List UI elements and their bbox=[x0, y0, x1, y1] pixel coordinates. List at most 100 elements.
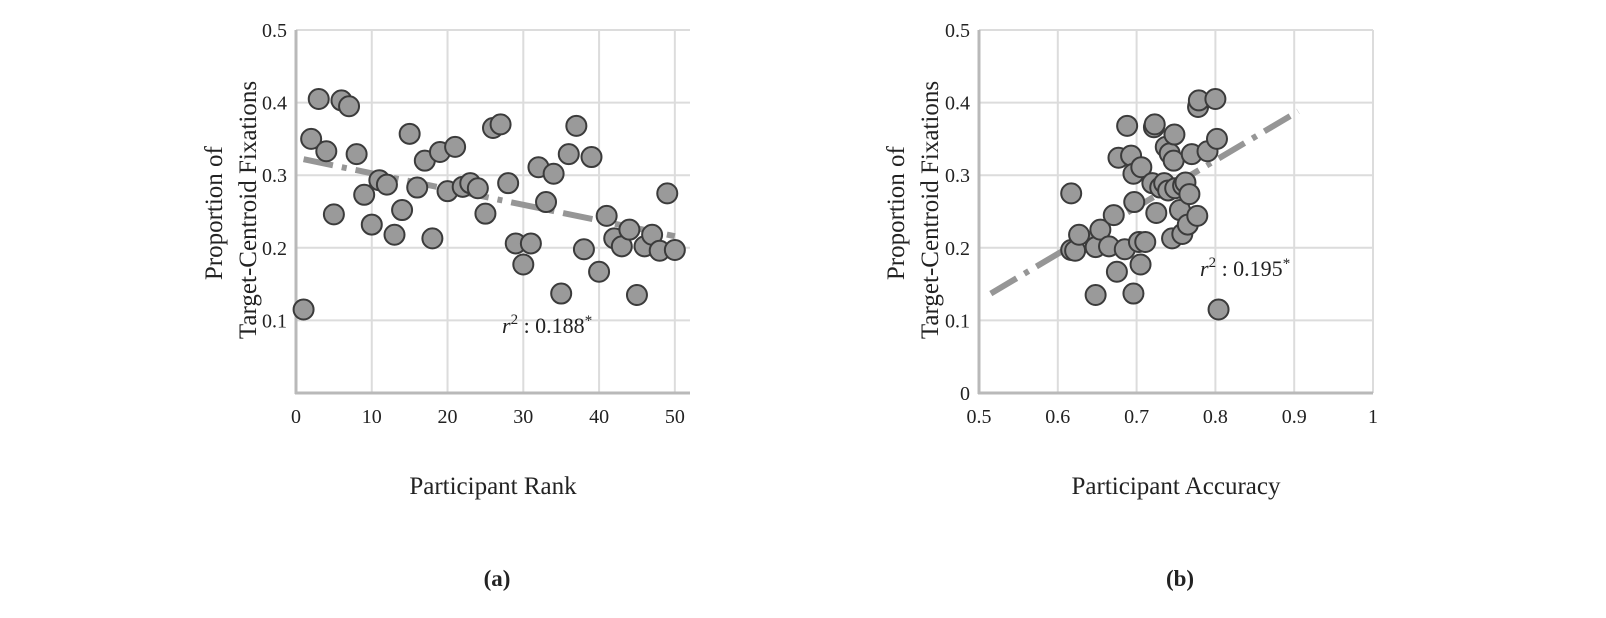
data-point bbox=[322, 203, 345, 226]
x-tick-label: 0.5 bbox=[967, 406, 992, 428]
data-point bbox=[383, 223, 406, 246]
data-point bbox=[557, 143, 580, 166]
data-point bbox=[1068, 223, 1091, 246]
data-points bbox=[292, 87, 686, 321]
data-point bbox=[663, 238, 686, 261]
y-tick-label: 0.3 bbox=[945, 165, 970, 187]
y-tick-label: 0.5 bbox=[945, 20, 970, 42]
chart-panel-b: 0.5 0.6 0.7 0.8 0.9 1 0 0.1 0.2 0.3 0.4 0.5 Partici… bbox=[883, 20, 1378, 591]
y-tick-label: 0.2 bbox=[262, 238, 287, 260]
data-point bbox=[572, 238, 595, 261]
y-tick-label: 0.2 bbox=[945, 238, 970, 260]
data-point bbox=[315, 140, 338, 163]
x-tick-label: 0.9 bbox=[1282, 406, 1307, 428]
data-point bbox=[474, 202, 497, 225]
data-point bbox=[497, 172, 520, 195]
data-point bbox=[512, 253, 535, 276]
y-tick-label: 0.3 bbox=[262, 165, 287, 187]
x-tick-label: 0 bbox=[291, 406, 301, 428]
y-tick-label: 0.5 bbox=[262, 20, 287, 42]
data-point bbox=[1130, 156, 1153, 179]
tick-labels: 0.5 0.6 0.7 0.8 0.9 1 0 0.1 0.2 0.3 0.4 0.5 bbox=[945, 20, 1378, 428]
y-tick-label: 0.1 bbox=[945, 310, 970, 332]
r-squared-annotation: r2 : 0.195* bbox=[1200, 255, 1290, 281]
data-point bbox=[1122, 282, 1145, 305]
r-squared-value: : 0.188 bbox=[518, 313, 585, 338]
data-point bbox=[535, 191, 558, 214]
gridlines bbox=[296, 29, 690, 393]
data-point bbox=[375, 173, 398, 196]
x-tick-label: 30 bbox=[513, 406, 533, 428]
data-point bbox=[550, 282, 573, 305]
x-tick-label: 50 bbox=[665, 406, 685, 428]
r-squared-value: : 0.195 bbox=[1216, 256, 1283, 281]
axes bbox=[294, 30, 690, 395]
y-axis-title-line-2: Target-Centroid Fixations bbox=[917, 81, 944, 339]
x-axis-title: Participant Accuracy bbox=[1072, 473, 1281, 500]
data-point bbox=[391, 199, 414, 222]
data-point bbox=[360, 213, 383, 236]
x-tick-label: 1 bbox=[1368, 406, 1378, 428]
r-exponent: 2 bbox=[1209, 255, 1217, 271]
y-tick-label: 0.1 bbox=[262, 310, 287, 332]
y-axis-title: Proportion of Target-Centroid Fixations bbox=[883, 81, 944, 339]
data-point bbox=[542, 162, 565, 185]
data-point bbox=[345, 143, 368, 166]
y-axis-title-line-2: Target-Centroid Fixations bbox=[235, 81, 262, 339]
x-tick-label: 10 bbox=[362, 406, 382, 428]
data-point bbox=[353, 183, 376, 206]
y-axis-title-line-1: Proportion of bbox=[883, 145, 910, 280]
tick-labels: 0 10 20 30 40 50 0.1 0.2 0.3 0.4 0.5 bbox=[262, 20, 685, 428]
data-point bbox=[595, 204, 618, 227]
significance-mark: * bbox=[585, 313, 593, 329]
x-tick-label: 0.6 bbox=[1045, 406, 1070, 428]
data-point bbox=[1207, 298, 1230, 321]
y-tick-label: 0 bbox=[960, 383, 970, 405]
data-point bbox=[1105, 260, 1128, 283]
r-exponent: 2 bbox=[511, 312, 519, 328]
axes bbox=[977, 30, 1373, 395]
data-point bbox=[1145, 201, 1168, 224]
x-tick-label: 0.7 bbox=[1124, 406, 1149, 428]
data-point bbox=[406, 176, 429, 199]
significance-mark: * bbox=[1283, 256, 1291, 272]
data-point bbox=[1134, 230, 1157, 253]
data-point bbox=[421, 227, 444, 250]
data-point bbox=[1129, 253, 1152, 276]
y-axis-title: Proportion of Target-Centroid Fixations bbox=[201, 81, 262, 339]
data-point bbox=[1143, 113, 1166, 136]
data-point bbox=[307, 87, 330, 110]
data-point bbox=[466, 177, 489, 200]
data-point bbox=[588, 260, 611, 283]
x-tick-label: 40 bbox=[589, 406, 609, 428]
data-point bbox=[398, 122, 421, 145]
trendline bbox=[302, 156, 676, 240]
panel-caption: (b) bbox=[1166, 566, 1194, 591]
data-point bbox=[300, 127, 323, 150]
data-point bbox=[656, 182, 679, 205]
data-point bbox=[292, 298, 315, 321]
data-point bbox=[625, 283, 648, 306]
chart-panel-a: 0 10 20 30 40 50 0.1 0.2 0.3 0.4 0.5 Participant R… bbox=[201, 20, 690, 591]
data-point bbox=[519, 232, 542, 255]
data-point bbox=[1116, 114, 1139, 137]
data-point bbox=[444, 135, 467, 158]
y-tick-label: 0.4 bbox=[945, 93, 970, 115]
data-point bbox=[1163, 123, 1186, 146]
data-point bbox=[618, 218, 641, 241]
data-point bbox=[1123, 191, 1146, 214]
data-point bbox=[1060, 182, 1083, 205]
data-point bbox=[489, 113, 512, 136]
y-axis-title-line-1: Proportion of bbox=[201, 145, 228, 280]
r-symbol: r bbox=[1200, 256, 1209, 281]
data-point bbox=[1186, 204, 1209, 227]
data-point bbox=[1204, 87, 1227, 110]
data-point bbox=[1178, 183, 1201, 206]
x-tick-label: 20 bbox=[438, 406, 458, 428]
x-tick-label: 0.8 bbox=[1203, 406, 1228, 428]
data-point bbox=[1102, 204, 1125, 227]
data-point bbox=[1162, 149, 1185, 172]
trendline-layer bbox=[302, 156, 676, 240]
data-points bbox=[1060, 87, 1230, 321]
